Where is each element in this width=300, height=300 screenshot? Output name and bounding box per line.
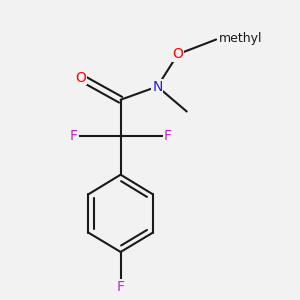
Text: O: O [172, 47, 183, 61]
Text: N: N [152, 80, 163, 94]
Text: F: F [117, 280, 124, 294]
Text: F: F [70, 130, 78, 143]
Text: F: F [163, 130, 171, 143]
Text: O: O [76, 71, 86, 85]
Text: methyl: methyl [219, 32, 262, 44]
